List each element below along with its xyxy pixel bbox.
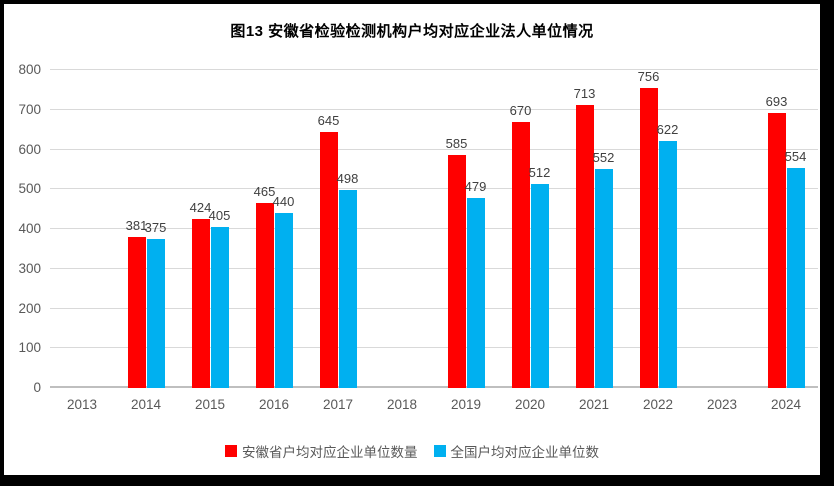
- x-tick-label: 2019: [450, 397, 482, 412]
- data-label-national-2020: 512: [528, 165, 551, 181]
- gridline: [50, 188, 818, 190]
- y-tick-label: 800: [18, 62, 41, 77]
- legend-item-national: 全国户均对应企业单位数: [433, 441, 600, 461]
- data-label-anhui-2017: 645: [317, 112, 340, 128]
- bar-anhui-2019: [447, 155, 466, 388]
- category-group-2016: 465 440 2016: [242, 70, 306, 412]
- legend-swatch-icon: [225, 445, 237, 457]
- gridline: [50, 148, 818, 150]
- chart-canvas: 图13 安徽省检验检测机构户均对应企业法人单位情况 0 100 200 300 400 5…: [4, 4, 820, 475]
- y-tick-label: 500: [18, 181, 41, 197]
- x-tick-label: 2021: [578, 397, 610, 412]
- legend: 安徽省户均对应企业单位数量 全国户均对应企业单位数: [4, 441, 820, 461]
- bar-national-2019: [466, 197, 485, 388]
- category-group-2017: 645 498 2017: [306, 70, 370, 412]
- category-group-2021: 713 552 2021: [562, 70, 626, 412]
- x-tick-label: 2018: [386, 397, 418, 412]
- y-tick-label: 100: [18, 340, 41, 356]
- category-group-2013: 2013: [50, 70, 114, 412]
- data-label-anhui-2019: 585: [445, 136, 468, 152]
- data-label-national-2021: 552: [592, 149, 615, 165]
- x-tick-label: 2014: [130, 397, 162, 412]
- bar-national-2016: [274, 213, 293, 388]
- data-label-anhui-2022: 756: [637, 68, 660, 84]
- category-group-2023: 2023: [690, 70, 754, 412]
- bar-anhui-2015: [191, 219, 210, 388]
- data-label-national-2014: 375: [144, 219, 167, 235]
- bar-national-2020: [530, 184, 549, 388]
- gridline: [50, 347, 818, 349]
- data-label-anhui-2020: 670: [509, 102, 532, 118]
- data-label-anhui-2016: 465: [253, 184, 276, 200]
- y-tick-label: 700: [18, 101, 41, 117]
- bar-anhui-2016: [255, 203, 274, 388]
- bar-national-2022: [658, 140, 677, 388]
- bar-national-2024: [786, 167, 805, 388]
- data-label-national-2015: 405: [208, 208, 231, 224]
- data-label-anhui-2014: 381: [125, 217, 148, 233]
- legend-item-anhui: 安徽省户均对应企业单位数量: [225, 441, 418, 461]
- x-tick-label: 2013: [66, 397, 98, 412]
- data-label-anhui-2024: 693: [765, 93, 788, 109]
- category-group-2014: 381 375 2014: [114, 70, 178, 412]
- bar-anhui-2020: [511, 121, 530, 388]
- gridline: [50, 307, 818, 309]
- x-tick-label: 2020: [514, 397, 546, 412]
- x-tick-label: 2016: [258, 397, 290, 412]
- x-tick-label: 2023: [706, 397, 738, 412]
- bar-national-2014: [146, 238, 165, 388]
- x-axis-line: [50, 386, 818, 388]
- data-label-national-2017: 498: [336, 171, 359, 187]
- bar-national-2017: [338, 190, 357, 388]
- y-tick-label: 600: [18, 141, 41, 157]
- gridline: [50, 108, 818, 110]
- category-group-2015: 424 405 2015: [178, 70, 242, 412]
- gridline: [50, 228, 818, 229]
- y-tick-label: 200: [18, 300, 41, 316]
- bar-anhui-2017: [319, 131, 338, 388]
- y-tick-label: 0: [33, 380, 41, 395]
- x-tick-label: 2017: [322, 397, 354, 412]
- legend-swatch-icon: [433, 445, 446, 457]
- gridline: [50, 267, 818, 269]
- bar-anhui-2021: [575, 104, 594, 388]
- category-group-2020: 670 512 2020: [498, 70, 562, 412]
- gridline: [50, 69, 818, 70]
- category-group-2019: 585 479 2019: [434, 70, 498, 412]
- bar-anhui-2014: [127, 236, 146, 388]
- bar-national-2021: [594, 168, 613, 388]
- data-label-national-2019: 479: [464, 178, 487, 194]
- chart-title: 图13 安徽省检验检测机构户均对应企业法人单位情况: [230, 23, 594, 40]
- data-label-national-2024: 554: [784, 148, 807, 164]
- data-label-anhui-2015: 424: [189, 200, 212, 216]
- x-tick-label: 2022: [642, 397, 674, 412]
- y-tick-label: 400: [18, 221, 41, 236]
- data-label-anhui-2021: 713: [573, 85, 596, 101]
- x-tick-label: 2024: [770, 397, 802, 412]
- legend-label: 全国户均对应企业单位数: [450, 445, 600, 460]
- category-group-2018: 2018: [370, 70, 434, 412]
- y-tick-label: 300: [18, 260, 41, 276]
- data-label-national-2016: 440: [272, 194, 295, 210]
- category-group-2022: 756 622 2022: [626, 68, 690, 412]
- data-label-national-2022: 622: [656, 121, 679, 137]
- plot-area: 0 100 200 300 400 500 600 700 800 2013 381 375 2014 4…: [18, 62, 818, 412]
- bar-anhui-2024: [767, 112, 786, 388]
- category-group-2024: 693 554 2024: [754, 70, 818, 412]
- legend-label: 安徽省户均对应企业单位数量: [242, 445, 418, 460]
- x-tick-label: 2015: [194, 397, 226, 412]
- bar-anhui-2022: [639, 87, 658, 388]
- bar-national-2015: [210, 227, 229, 388]
